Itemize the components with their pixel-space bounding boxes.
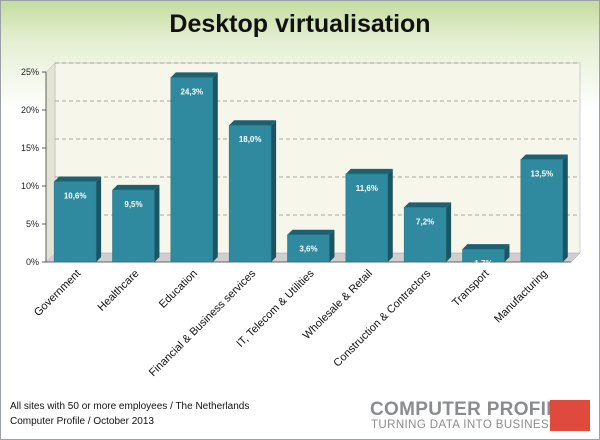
bar-data-label: 7,2% bbox=[416, 217, 434, 226]
category-label: Construction & Contractors bbox=[331, 267, 433, 369]
bar-side bbox=[446, 202, 452, 262]
y-tick-label: 0% bbox=[26, 257, 39, 267]
bar-top bbox=[345, 168, 393, 174]
bar-top bbox=[287, 229, 335, 235]
bar bbox=[403, 207, 447, 263]
bar bbox=[520, 159, 564, 263]
bar-side bbox=[387, 168, 393, 262]
bar-side bbox=[562, 154, 568, 262]
bar bbox=[170, 77, 214, 263]
bar-data-label: 18,0% bbox=[239, 135, 262, 144]
bar-data-label: 13,5% bbox=[530, 169, 553, 178]
bar-top bbox=[170, 72, 218, 78]
y-tick-label: 20% bbox=[21, 105, 39, 115]
bar-data-label: 11,6% bbox=[356, 184, 378, 193]
y-tick-label: 15% bbox=[21, 143, 39, 153]
bar-side bbox=[504, 244, 510, 262]
bar bbox=[345, 173, 389, 263]
logo-name: COMPUTER PROFILE bbox=[370, 399, 572, 420]
category-label: Education bbox=[157, 268, 200, 311]
bar-side bbox=[96, 176, 102, 262]
bar-top bbox=[229, 120, 277, 126]
bar-side bbox=[329, 229, 335, 262]
category-label: Manufacturing bbox=[492, 268, 550, 326]
footnote-sample: All sites with 50 or more employees / Th… bbox=[10, 401, 250, 412]
bar bbox=[287, 234, 330, 263]
bar-data-label: 1,7% bbox=[474, 259, 492, 268]
category-label: Transport bbox=[450, 268, 491, 309]
bar-chart: 0% 5% 10% 15% 20% 25% 10,6% Government 9,5% Healt… bbox=[21, 62, 581, 379]
y-tick-label: 25% bbox=[21, 67, 39, 77]
bar-data-label: 9,5% bbox=[124, 200, 142, 209]
logo-tagline: TURNING DATA INTO BUSINESS bbox=[371, 419, 558, 431]
bar-top bbox=[54, 176, 102, 182]
category-label: Financial & Business services bbox=[147, 267, 259, 379]
bar bbox=[53, 181, 97, 263]
footnote-source: Computer Profile / October 2013 bbox=[10, 416, 154, 427]
bar bbox=[462, 248, 505, 263]
bar-side bbox=[154, 184, 160, 262]
bar-top bbox=[112, 184, 160, 190]
bar bbox=[112, 189, 155, 263]
bar-data-label: 24,3% bbox=[180, 87, 203, 96]
bar-side bbox=[212, 72, 218, 263]
computer-profile-logo: COMPUTER PROFILE TURNING DATA INTO BUSIN… bbox=[370, 399, 590, 433]
chart-title: Desktop virtualisation bbox=[169, 10, 431, 38]
bar-side bbox=[271, 120, 277, 262]
logo-red-square bbox=[550, 400, 590, 431]
bar-data-label: 3,6% bbox=[299, 245, 317, 254]
category-label: Government bbox=[32, 268, 83, 319]
bar-top bbox=[404, 202, 452, 208]
y-tick-label: 5% bbox=[26, 219, 39, 229]
y-tick-label: 10% bbox=[21, 181, 39, 191]
bar-top bbox=[462, 244, 510, 250]
bar-data-label: 10,6% bbox=[64, 191, 87, 200]
bar bbox=[228, 124, 272, 263]
plot-side-wall bbox=[45, 62, 56, 263]
bar-top bbox=[520, 154, 568, 160]
category-label: Healthcare bbox=[96, 268, 142, 314]
